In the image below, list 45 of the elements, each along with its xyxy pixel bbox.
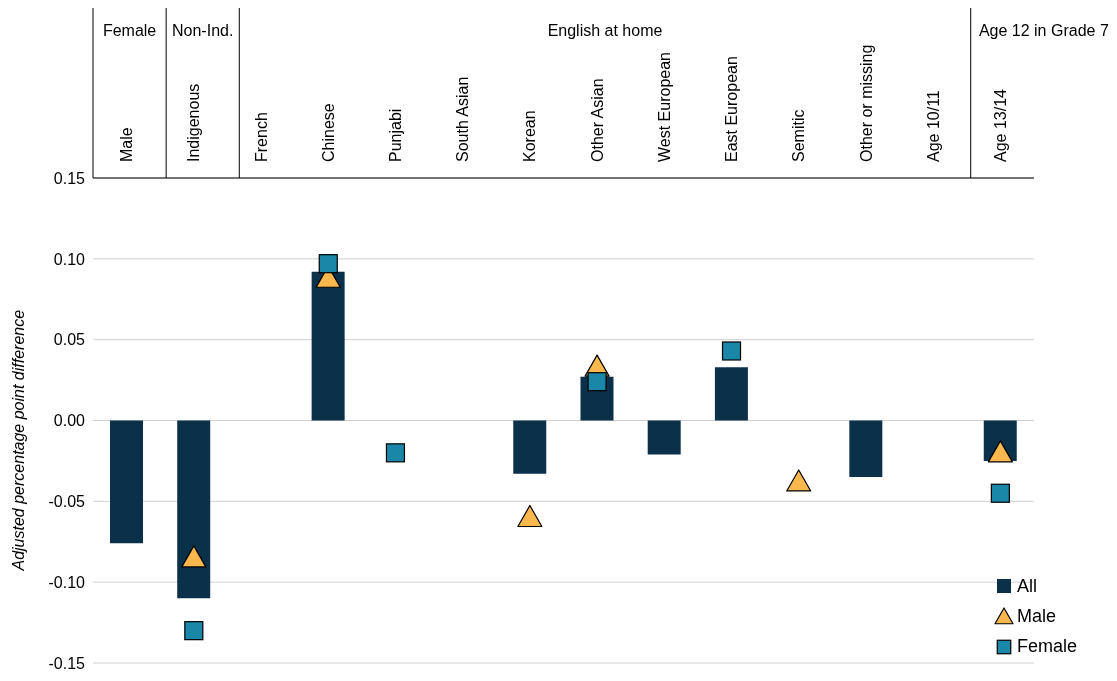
- x-tick-label: Indigenous: [185, 83, 203, 162]
- bar: [513, 420, 547, 474]
- x-tick-label: Age 10/11: [924, 90, 942, 162]
- x-tick-label: West European: [655, 52, 673, 162]
- text: Age 12 in Grade 7: [978, 22, 1109, 39]
- y-tick-label: 0.00: [53, 412, 86, 430]
- text: Non-Ind.: [172, 22, 234, 39]
- y-tick-label: -0.15: [48, 654, 86, 672]
- x-tick-label: French: [252, 112, 270, 162]
- y-tick-label: -0.10: [48, 573, 86, 591]
- bar: [849, 420, 883, 478]
- legend-label: Female: [1016, 635, 1077, 657]
- x-tick-label: Chinese: [319, 103, 337, 162]
- y-tick-label: -0.05: [48, 493, 86, 511]
- bar: [177, 420, 211, 599]
- legend-label: All: [1016, 575, 1037, 597]
- text: English at home: [547, 22, 663, 39]
- bar: [110, 420, 143, 544]
- point: [990, 483, 1010, 503]
- bar: [647, 420, 681, 455]
- x-tick-label: Male: [118, 127, 136, 162]
- point: [181, 545, 207, 568]
- point: [587, 372, 607, 392]
- y-tick-label: 0.10: [53, 250, 86, 268]
- bar: [714, 367, 748, 421]
- point: [721, 341, 742, 361]
- x-tick-label: Semitic: [790, 109, 808, 162]
- x-tick-label: Age 13/14: [991, 88, 1009, 162]
- x-tick-label: Punjabi: [387, 108, 405, 162]
- point: [517, 504, 543, 528]
- point: [385, 443, 406, 463]
- point: [184, 621, 204, 641]
- x-tick-label: East European: [723, 56, 741, 162]
- y-tick-label: 0.05: [53, 331, 86, 349]
- legend-label: Male: [1016, 605, 1056, 627]
- text: Female: [102, 22, 157, 39]
- point: [318, 254, 338, 274]
- y-axis-title: Adjusted percentage point difference: [9, 309, 27, 572]
- x-tick-label: South Asian: [454, 76, 472, 162]
- y-tick-label: 0.15: [53, 169, 86, 187]
- x-tick-label: Korean: [521, 110, 539, 162]
- point: [786, 469, 812, 492]
- x-tick-label: Other or missing: [857, 44, 875, 162]
- bar: [311, 271, 345, 421]
- x-tick-label: Other Asian: [588, 78, 606, 162]
